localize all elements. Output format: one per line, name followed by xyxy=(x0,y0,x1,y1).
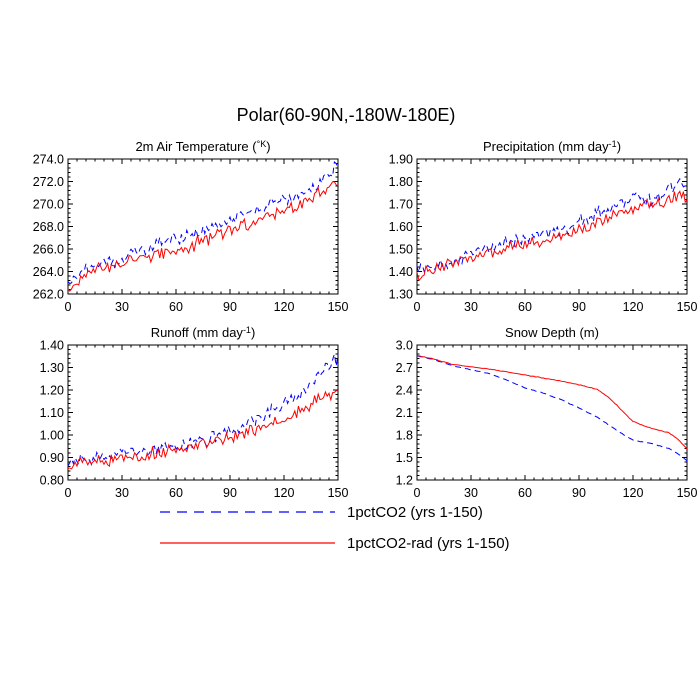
panel-snow-depth: Snow Depth (m) 0 30 60 90 120 150 1.2 1.5 1.8 2.1… xyxy=(396,325,698,500)
y-tick-label: 1.50 xyxy=(389,243,413,257)
y-tick-label: 268.0 xyxy=(33,220,64,234)
y-tick-label: 1.30 xyxy=(389,288,413,302)
panel-title: Precipitation (mm day-1) xyxy=(483,139,621,154)
y-tick-label: 2.7 xyxy=(396,361,413,375)
y-tick-label: 1.40 xyxy=(389,265,413,279)
y-tick-label: 2.4 xyxy=(396,384,413,398)
panel-title-main: 2m Air Temperature ( xyxy=(135,139,257,154)
x-tick-label: 0 xyxy=(65,300,72,314)
plot-frame xyxy=(416,158,688,295)
series-layer xyxy=(67,353,339,470)
panel-title: Snow Depth (m) xyxy=(505,325,599,340)
y-tick-label: 272.0 xyxy=(33,175,64,189)
x-tick-label: 90 xyxy=(572,300,586,314)
x-tick-label: 0 xyxy=(414,486,421,500)
x-tick-label: 120 xyxy=(274,486,295,500)
x-tick-label: 60 xyxy=(169,486,183,500)
panel-title-main: Runoff (mm day xyxy=(151,325,244,340)
x-tick-label: 60 xyxy=(518,300,532,314)
panel-title: Runoff (mm day-1) xyxy=(151,325,256,340)
series-line-1pctco2 xyxy=(416,355,688,462)
panel-runoff: Runoff (mm day-1) 0 30 60 90 120 150 0.80 0.90 1… xyxy=(40,325,349,500)
y-tick-label: 1.10 xyxy=(40,406,64,420)
x-tick-label: 90 xyxy=(572,486,586,500)
series-line-1pctco2-rad xyxy=(416,190,688,281)
x-tick-label: 60 xyxy=(169,300,183,314)
x-tick-label: 30 xyxy=(464,300,478,314)
series-layer xyxy=(67,161,339,292)
series-line-1pctco2-rad xyxy=(67,390,338,470)
panel-air-temperature: 2m Air Temperature (°K) 0 30 60 90 120 150 262… xyxy=(33,139,349,314)
y-tick-label: 0.90 xyxy=(40,451,64,465)
y-tick-label: 266.0 xyxy=(33,243,64,257)
x-tick-label: 0 xyxy=(414,300,421,314)
panel-title: 2m Air Temperature (°K) xyxy=(135,139,270,154)
series-line-1pctco2 xyxy=(416,177,688,273)
y-tick-label: 1.2 xyxy=(396,474,413,488)
x-tick-label: 150 xyxy=(328,486,349,500)
y-tick-label: 0.80 xyxy=(40,474,64,488)
tick-marks: 0 30 60 90 120 150 1.2 1.5 1.8 2.1 2.4 2.7 3.0 xyxy=(396,339,698,501)
panel-title-unit: -1 xyxy=(609,139,617,149)
legend: 1pctCO2 (yrs 1-150) 1pctCO2-rad (yrs 1-1… xyxy=(160,504,510,552)
x-tick-label: 30 xyxy=(115,486,129,500)
series-line-1pctco2 xyxy=(67,161,339,285)
y-tick-label: 3.0 xyxy=(396,339,413,353)
y-tick-label: 1.40 xyxy=(40,339,64,353)
x-tick-label: 30 xyxy=(115,300,129,314)
x-tick-label: 60 xyxy=(518,486,532,500)
series-layer xyxy=(416,355,688,462)
plot-frame xyxy=(67,158,339,295)
y-tick-label: 1.90 xyxy=(389,153,413,167)
panel-precipitation: Precipitation (mm day-1) 0 30 60 90 120 150 1.… xyxy=(389,139,698,314)
y-tick-label: 262.0 xyxy=(33,288,64,302)
series-layer xyxy=(416,177,688,281)
panel-title-main: Precipitation (mm day xyxy=(483,139,609,154)
x-tick-label: 150 xyxy=(677,300,698,314)
panel-title-tail: ) xyxy=(251,325,255,340)
y-tick-label: 1.5 xyxy=(396,451,413,465)
panel-title-unit: °K xyxy=(257,139,267,149)
legend-label-1pctco2-rad: 1pctCO2-rad (yrs 1-150) xyxy=(347,535,510,552)
panel-title-main: Snow Depth (m) xyxy=(505,325,599,340)
y-tick-label: 2.1 xyxy=(396,406,413,420)
y-tick-label: 1.30 xyxy=(40,361,64,375)
y-tick-label: 1.20 xyxy=(40,384,64,398)
y-tick-label: 1.70 xyxy=(389,198,413,212)
x-tick-label: 30 xyxy=(464,486,478,500)
y-tick-label: 1.80 xyxy=(389,175,413,189)
x-tick-label: 0 xyxy=(65,486,72,500)
x-tick-label: 150 xyxy=(328,300,349,314)
y-tick-label: 274.0 xyxy=(33,153,64,167)
y-tick-label: 264.0 xyxy=(33,265,64,279)
series-line-1pctco2-rad xyxy=(67,181,339,292)
figure-title: Polar(60-90N,-180W-180E) xyxy=(237,105,456,125)
panel-title-tail: ) xyxy=(266,139,270,154)
x-tick-label: 120 xyxy=(623,486,644,500)
legend-label-1pctco2: 1pctCO2 (yrs 1-150) xyxy=(347,504,483,521)
x-tick-label: 120 xyxy=(274,300,295,314)
tick-marks: 0 30 60 90 120 150 262.0 264.0 266.0 268.0 270.0 27… xyxy=(33,153,349,315)
tick-marks: 0 30 60 90 120 150 1.30 1.40 1.50 1.60 1.70 1.80 1.9… xyxy=(389,153,698,315)
tick-marks: 0 30 60 90 120 150 0.80 0.90 1.00 1.10 1.20 1.30 1.4… xyxy=(40,339,349,501)
x-tick-label: 90 xyxy=(223,486,237,500)
panel-title-unit: -1 xyxy=(243,325,251,335)
y-tick-label: 1.8 xyxy=(396,429,413,443)
series-line-1pctco2-rad xyxy=(416,355,688,449)
panel-title-tail: ) xyxy=(617,139,621,154)
x-tick-label: 150 xyxy=(677,486,698,500)
y-tick-label: 1.00 xyxy=(40,429,64,443)
y-tick-label: 1.60 xyxy=(389,220,413,234)
y-tick-label: 270.0 xyxy=(33,198,64,212)
x-tick-label: 90 xyxy=(223,300,237,314)
x-tick-label: 120 xyxy=(623,300,644,314)
